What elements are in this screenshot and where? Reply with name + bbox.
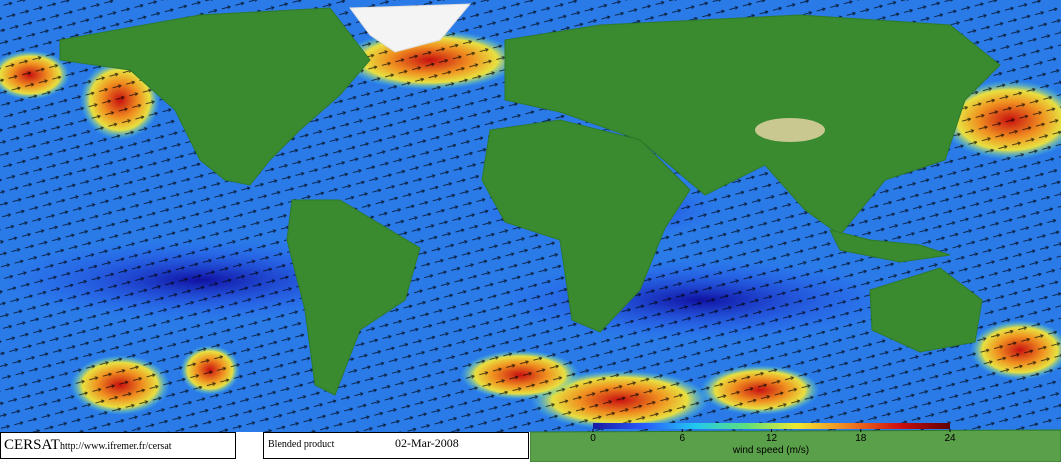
australia [869,267,983,353]
colorbar-tick-label: 6 [679,433,685,444]
url: http://www.ifremer.fr/cersat [60,441,172,452]
colorbar: wind speed (m/s) 0 6 12 18 24 [590,423,956,456]
colorbar-tick-label: 12 [766,433,778,444]
africa [481,119,691,333]
eurasia [504,14,1001,236]
colorbar-tick-label: 0 [590,433,596,444]
land [59,3,1061,462]
indonesia [829,229,951,263]
tibet [755,118,825,142]
date: 02-Mar-2008 [395,436,459,450]
logo: CERSAT [4,437,60,453]
colorbar-label: wind speed (m/s) [732,445,809,456]
product: Blended product [268,439,335,450]
footer: CERSAT http://www.ifremer.fr/cersat Blen… [0,432,530,462]
colorbar-tick-label: 18 [855,433,867,444]
logo-box [0,432,236,459]
colorbar-gradient [593,423,950,429]
greenland [349,3,472,53]
north-america [59,7,371,186]
colorbar-tick-label: 24 [944,433,956,444]
south-america [286,199,421,396]
product-box [263,432,529,459]
